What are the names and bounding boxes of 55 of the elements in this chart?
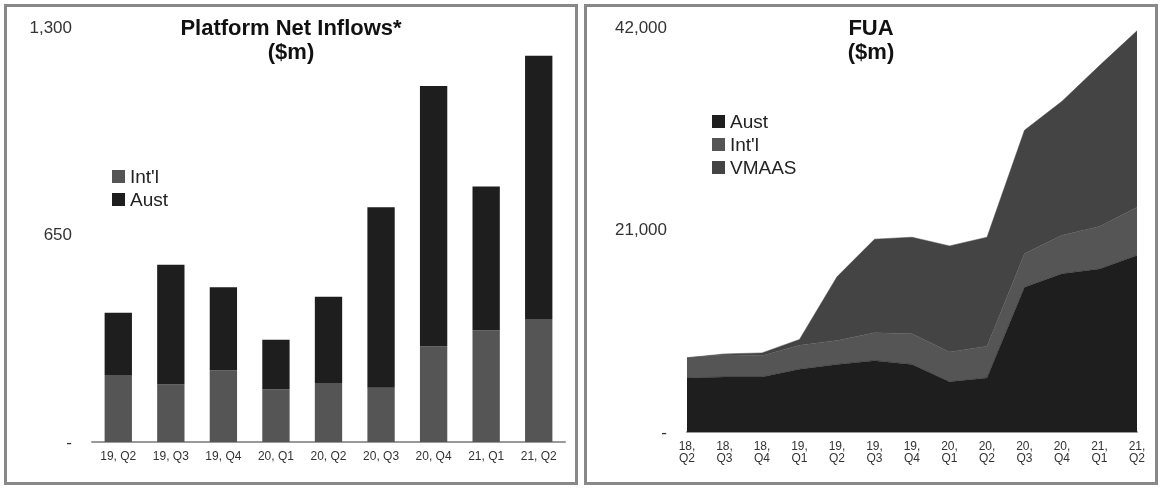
bar [419,86,448,347]
y-tick-label: 1,300 [29,17,72,37]
bar [104,374,132,442]
x-tick-label: 19, Q4 [903,439,921,465]
chart-title: FUA [848,14,894,40]
x-tick-label: 18, Q4 [753,439,771,465]
y-tick-label: - [66,432,72,452]
bar [419,346,448,442]
text: ($m) [847,38,895,64]
bar [314,382,343,442]
bar [472,330,500,442]
x-tick-label: 19, Q2 [100,449,137,463]
y-tick-label: 42,000 [615,17,667,37]
x-tick-label: 20, Q3 [363,449,400,463]
bar [209,287,238,371]
x-tick-label: 21, Q2 [1128,439,1146,465]
bar [472,186,500,331]
bar [314,296,343,383]
x-tick-label: 20, Q2 [310,449,347,463]
bar [367,387,395,442]
x-tick-label: 18, Q3 [716,439,733,465]
legend-label: VMAAS [730,157,797,178]
x-tick-label: 21, Q2 [520,449,558,463]
x-tick-label: 20, Q3 [1016,439,1033,465]
legend-label: Int'l [730,134,759,155]
x-tick-label: 21, Q1 [1091,439,1108,465]
chart-title: Platform Net Inflows* [180,14,403,40]
x-tick-label: 20, Q1 [941,439,958,465]
x-tick-label: 20, Q4 [1053,439,1071,465]
x-tick-label: 19, Q3 [866,439,883,465]
bar [525,55,553,320]
legend-label: Aust [130,189,169,210]
x-tick-label: 20, Q2 [978,439,996,465]
y-tick-label: - [661,422,667,442]
x-tick-label: 19, Q4 [205,449,242,463]
x-tick-label: 19, Q1 [791,439,808,465]
bar [104,312,132,375]
x-tick-label: 20, Q1 [257,449,295,463]
bar [209,370,238,442]
y-tick-label: 650 [43,225,72,244]
legend-label: Aust [730,111,769,132]
bar [262,339,290,390]
x-tick-label: 20, Q4 [415,449,452,463]
bar [157,264,185,385]
bar [157,384,185,442]
x-tick-label: 19, Q3 [152,449,190,463]
x-tick-label: 21, Q1 [468,449,505,463]
x-tick-label: 19, Q2 [828,439,846,465]
y-tick-label: 21,000 [615,220,667,239]
bar [262,389,290,442]
text: ($m) [267,38,315,64]
bar [525,319,553,442]
bar [367,207,395,388]
x-tick-label: 18, Q2 [678,439,696,465]
legend-label: Int'l [130,166,159,187]
